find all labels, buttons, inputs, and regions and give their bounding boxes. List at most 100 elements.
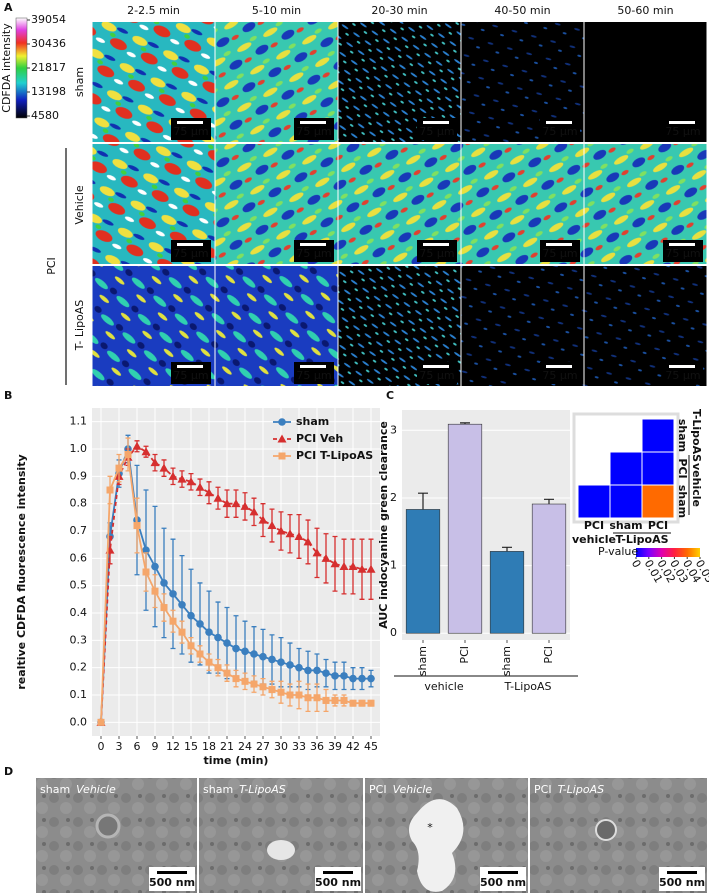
x-tick-label: 18	[202, 740, 216, 753]
marker	[295, 663, 303, 672]
x-tick-label: 15	[184, 740, 198, 753]
column-label: PCI	[648, 519, 668, 532]
marker	[349, 699, 357, 707]
x-tick-label: 24	[238, 740, 252, 753]
heatmap-cell	[577, 484, 611, 519]
colorbar-tick-label: 30436	[31, 37, 66, 50]
y-tick-label: 1	[390, 559, 397, 572]
y-tick-label: 1.0	[70, 442, 88, 455]
colorbar-tick-label: 0	[629, 558, 644, 571]
image-label-treatment: T-LipoAS	[239, 783, 286, 796]
scale-bar-label: 75 µm	[665, 125, 700, 138]
y-tick-label: 3	[390, 423, 397, 436]
image-label: PCI T-LipoAS	[534, 783, 604, 796]
scale-bar-label: 75 µm	[665, 369, 700, 382]
marker	[303, 537, 313, 546]
marker	[357, 564, 367, 573]
scale-bar	[177, 121, 203, 124]
marker	[106, 486, 114, 494]
marker	[267, 521, 277, 530]
marker	[313, 666, 321, 675]
marker	[349, 674, 357, 683]
x-tick-label: 3	[116, 740, 123, 753]
marker	[249, 507, 259, 516]
column-header: 5-10 min	[252, 4, 301, 17]
marker	[196, 650, 204, 658]
marker	[232, 644, 240, 653]
marker	[97, 718, 105, 726]
marker	[366, 564, 376, 573]
group-label: T-LipoAS	[503, 680, 551, 693]
image-label-group: sham	[203, 783, 233, 796]
marker	[187, 611, 195, 620]
marker	[258, 515, 268, 524]
marker	[150, 458, 160, 467]
asterisk: *	[427, 821, 433, 834]
marker	[133, 522, 141, 530]
row-label: sham	[676, 419, 689, 452]
image-label-treatment: Vehicle	[76, 783, 116, 796]
marker	[322, 696, 330, 704]
x-tick-label: 36	[310, 740, 324, 753]
em-feature	[95, 813, 121, 839]
row-label: PCI	[676, 458, 689, 478]
x-tick-label: 6	[134, 740, 141, 753]
colorbar-label: P-value	[598, 545, 638, 558]
marker	[124, 450, 132, 458]
y-tick-label: 0.1	[70, 688, 88, 701]
image-label-treatment: Vehicle	[393, 783, 433, 796]
y-tick-label: 0.8	[70, 497, 88, 510]
column-label: sham	[609, 519, 642, 532]
marker	[348, 562, 358, 571]
heatmap-cell	[609, 451, 643, 486]
marker	[141, 447, 151, 456]
group-label: PCI	[45, 257, 58, 275]
heatmap-cell	[641, 484, 675, 519]
marker	[304, 666, 312, 675]
scale-bar	[423, 365, 449, 368]
row-label: sham	[73, 67, 86, 97]
y-axis-label: realtive CDFDA fluorescence intensity	[15, 454, 28, 689]
marker	[276, 526, 286, 535]
y-tick-label: 0.3	[70, 633, 88, 646]
x-tick-label: PCI	[458, 646, 471, 664]
marker	[250, 680, 258, 688]
marker	[240, 501, 250, 510]
legend-label: PCI T-LipoAS	[296, 449, 373, 462]
marker	[295, 691, 303, 699]
x-tick-label: sham	[500, 646, 513, 676]
marker	[205, 658, 213, 666]
x-tick-label: 33	[292, 740, 306, 753]
column-header: 50-60 min	[617, 4, 673, 17]
scale-bar-label: 75 µm	[419, 125, 454, 138]
y-tick-label: 0	[390, 626, 397, 639]
row-group-label: T-LipoAS	[690, 409, 703, 462]
legend-marker	[277, 434, 287, 443]
heatmap-cell	[609, 484, 643, 519]
bar	[447, 423, 483, 634]
group-label: vehicle	[424, 680, 463, 693]
scale-bar-label: 75 µm	[542, 369, 577, 382]
marker	[187, 642, 195, 650]
row-label: sham	[676, 485, 689, 518]
marker	[331, 672, 339, 680]
scale-bar	[669, 121, 695, 124]
marker	[151, 562, 159, 571]
x-tick-label: 45	[364, 740, 378, 753]
panel-letter: C	[386, 389, 394, 402]
marker	[214, 664, 222, 672]
panel-letter: B	[4, 389, 12, 402]
legend-marker	[278, 452, 286, 460]
marker	[222, 499, 232, 508]
scale-bar-label: 75 µm	[173, 125, 208, 138]
colorbar	[636, 548, 700, 557]
x-tick-label: 42	[346, 740, 360, 753]
marker	[169, 590, 177, 598]
marker	[312, 548, 322, 557]
scale-bar	[423, 121, 449, 124]
row-label: T- LipoAS	[73, 300, 86, 352]
marker	[159, 463, 169, 472]
legend-label: sham	[296, 415, 329, 428]
